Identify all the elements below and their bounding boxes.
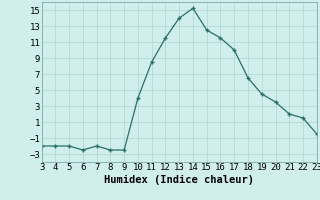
X-axis label: Humidex (Indice chaleur): Humidex (Indice chaleur)	[104, 175, 254, 185]
